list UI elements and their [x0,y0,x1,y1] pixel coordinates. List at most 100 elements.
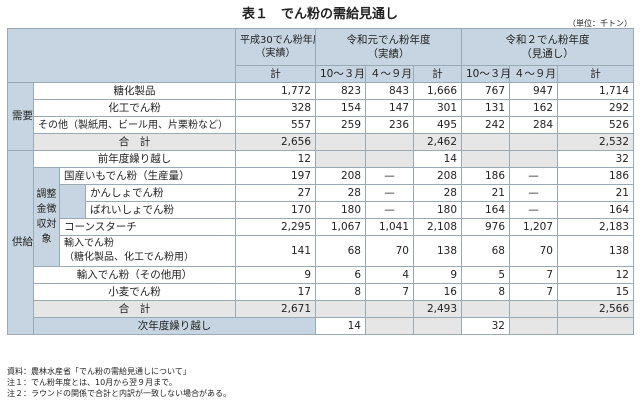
domestic-indent [59,184,86,219]
demand-total-label: 合 計 [33,133,236,151]
row-label: 輸入でん粉（その他用） [33,266,236,284]
cell: 14 [413,150,462,168]
cell: 976 [461,218,510,236]
header-r2-oct-mar: 10～３月 [461,65,510,83]
row-label: 輸入でん粉 （糖化製品、化工でん粉用） [59,235,236,267]
cell-empty [413,317,462,335]
header-h30-sub: （実績） [255,48,296,59]
cell: 17 [235,283,316,301]
header-r1-sub: （実績） [367,48,410,60]
header-h30-total: 計 [235,65,316,83]
header-r2-apr-sep: ４～９月 [509,65,558,83]
cell-empty [509,133,558,151]
cell: 242 [461,116,510,134]
cell-empty [557,317,634,335]
cell: 495 [413,116,462,134]
cell: 21 [461,184,510,202]
cell: 14 [315,317,366,335]
cell: 1,067 [315,218,366,236]
cell: 21 [557,184,634,202]
cell: 236 [365,116,414,134]
cell-empty [461,300,510,318]
cell: 8 [315,283,366,301]
cell-empty [315,150,366,168]
cell: 301 [413,99,462,117]
cell-empty [365,150,414,168]
cell-empty [365,300,414,318]
cell: 767 [461,82,510,100]
cell: 284 [509,116,558,134]
cell-empty [509,317,558,335]
cell: 164 [557,201,634,219]
cell: 2,108 [413,218,462,236]
row-label: かんしょでん粉 [85,184,236,202]
header-h30: 平成30でん粉年度 （実績） [235,28,316,66]
cell: 131 [461,99,510,117]
header-r2: 令和２でん粉年度 （見通し） [461,28,634,66]
cell: — [509,184,558,202]
cell-empty [461,150,510,168]
source-note: 資料：農林水産省「でん粉の需給見通しについて」 [7,367,191,376]
cell-empty [365,317,414,335]
supply-demand-table: 平成30でん粉年度 （実績） 令和元でん粉年度 （実績） 令和２でん粉年度 （見通し）… [7,28,634,335]
row-label: コーンスターチ [59,218,236,236]
cell: 7 [365,283,414,301]
cell: 947 [509,82,558,100]
cell: 5 [461,266,510,284]
row-label: 国産いもでん粉（生産量） [59,167,236,185]
cell: 180 [315,201,366,219]
row-label-line1: 輸入でん粉 [64,238,114,249]
footnote-2: 注２：ラウンドの関係で合計と内訳が一致しない場合がある。 [7,389,231,398]
row-label-line2: （糖化製品、化工でん粉用） [64,252,194,263]
cell: 28 [315,184,366,202]
cell: 208 [413,167,462,185]
cell: — [509,201,558,219]
cell: 2,656 [235,133,316,151]
header-r2-label: 令和２でん粉年度 [505,34,590,46]
cell: 1,772 [235,82,316,100]
cell: 138 [557,235,634,267]
cell: 2,566 [557,300,634,318]
cell: 180 [413,201,462,219]
cell: 164 [461,201,510,219]
cell: 2,183 [557,218,634,236]
cell: 16 [413,283,462,301]
row-label: 小麦でん粉 [33,283,236,301]
cell: 12 [235,150,316,168]
cell: 1,714 [557,82,634,100]
row-label: ばれいしょでん粉 [85,201,236,219]
header-r1-label: 令和元でん粉年度 [346,34,431,46]
cell: 526 [557,116,634,134]
cell-empty [315,133,366,151]
cell: 70 [509,235,558,267]
table-title: 表１ でん粉の需給見通し [241,7,398,22]
cell: 186 [461,167,510,185]
cell: 557 [235,116,316,134]
cell: 4 [365,266,414,284]
supply-label: 供給 [7,150,34,335]
cell: 28 [413,184,462,202]
cell-empty [509,300,558,318]
cell: 27 [235,184,316,202]
cell: 823 [315,82,366,100]
cell: 1,041 [365,218,414,236]
cell: 2,295 [235,218,316,236]
cell-empty [461,133,510,151]
cell: 12 [557,266,634,284]
header-r1-total: 計 [413,65,462,83]
cell: 68 [315,235,366,267]
cell: — [365,167,414,185]
cell: 1,207 [509,218,558,236]
cell-empty [315,300,366,318]
cell-empty [509,150,558,168]
cell: 141 [235,235,316,267]
cell: 32 [557,150,634,168]
cell: 138 [413,235,462,267]
cell: 68 [461,235,510,267]
cell: 6 [315,266,366,284]
header-blank [7,28,236,83]
cell: 32 [461,317,510,335]
header-r1-apr-sep: ４～９月 [365,65,414,83]
cell: 1,666 [413,82,462,100]
cell-empty [365,133,414,151]
